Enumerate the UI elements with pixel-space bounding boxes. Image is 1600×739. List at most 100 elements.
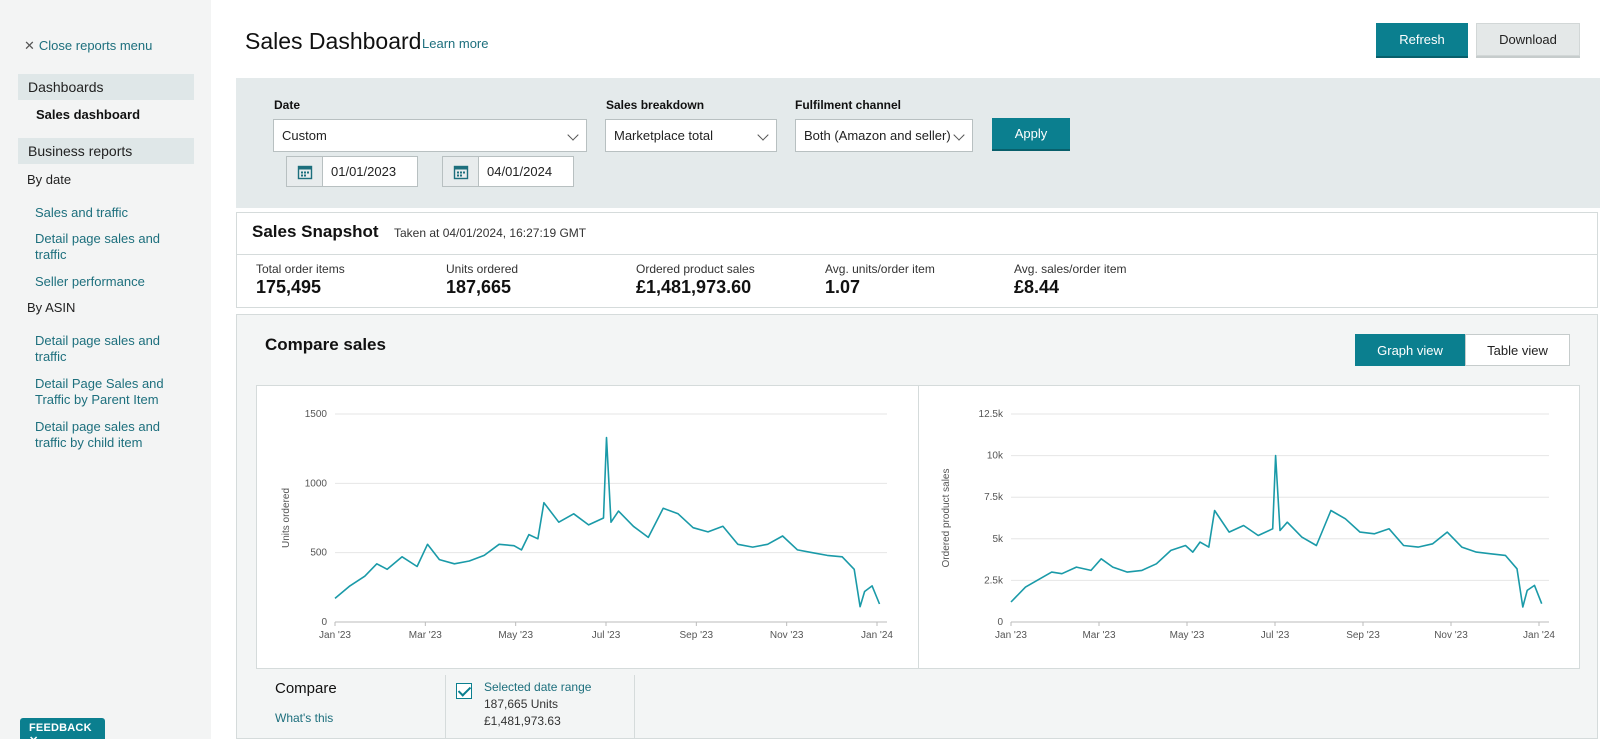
sidebar-group-business-reports: Business reports [18,138,194,164]
chevron-down-icon [757,129,769,141]
graph-view-button[interactable]: Graph view [1355,334,1465,366]
whats-this-link[interactable]: What's this [275,711,334,725]
y-axis-label: Units ordered [281,488,292,548]
metric-value: 1.07 [825,277,861,297]
y-tick-label: 10k [987,451,1004,462]
table-view-button[interactable]: Table view [1465,334,1570,366]
sales-snapshot-panel: Sales Snapshot Taken at 04/01/2024, 16:2… [236,212,1598,308]
fulfilment-channel-label: Fulfilment channel [795,98,902,112]
apply-button[interactable]: Apply [992,118,1070,149]
calendar-icon[interactable] [443,157,479,186]
close-reports-menu-link[interactable]: ✕ Close reports menu [24,38,152,54]
snapshot-timestamp: Taken at 04/01/2024, 16:27:19 GMT [394,226,587,240]
series-line [1010,454,1543,608]
compare-sales-title: Compare sales [265,335,386,354]
sidebar-link-asin-parent-item[interactable]: Detail Page Sales and Traffic by Parent … [35,376,164,407]
selected-date-range-label[interactable]: Selected date range [484,680,592,694]
reports-sidebar: ✕ Close reports menu Dashboards Sales das… [0,0,211,739]
feedback-label: FEEDBACK [29,722,92,734]
selected-date-range-checkbox[interactable] [456,683,472,699]
close-reports-menu-label: Close reports menu [38,38,153,53]
start-date-field[interactable]: 01/01/2023 [286,156,418,187]
metric-total-order-items: Total order items 175,495 [256,262,345,298]
metric-value: £1,481,973.60 [636,277,752,297]
sidebar-group-dashboards: Dashboards [18,74,194,100]
y-tick-label: 2.5k [984,575,1004,586]
metric-ordered-product-sales: Ordered product sales £1,481,973.60 [636,262,755,298]
y-tick-label: 7.5k [984,492,1004,503]
snapshot-title: Sales Snapshot [252,222,379,241]
refresh-button[interactable]: Refresh [1376,23,1468,56]
sales-breakdown-select[interactable]: Marketplace total [605,119,777,152]
metric-label: Total order items [256,262,345,276]
fulfilment-channel-value: Both (Amazon and seller) [804,128,951,143]
sidebar-link-detail-page-sales-traffic[interactable]: Detail page sales and traffic [35,231,161,262]
date-select[interactable]: Custom [273,119,587,152]
x-tick-label: Jul '23 [592,630,621,641]
close-icon: ✕ [24,38,35,53]
x-tick-label: Nov '23 [1434,630,1468,641]
x-tick-label: Jan '23 [319,630,351,641]
sidebar-link-asin-detail-page[interactable]: Detail page sales and traffic [35,333,161,364]
x-tick-label: Jan '23 [995,630,1027,641]
sales-breakdown-label: Sales breakdown [606,98,705,112]
calendar-icon[interactable] [287,157,323,186]
metric-units-ordered: Units ordered 187,665 [446,262,518,298]
sidebar-link-sales-and-traffic[interactable]: Sales and traffic [35,205,128,220]
y-tick-label: 1000 [305,478,328,489]
sidebar-link-seller-performance[interactable]: Seller performance [35,274,145,289]
y-tick-label: 5k [992,534,1004,545]
end-date-field[interactable]: 04/01/2024 [442,156,574,187]
metric-label: Units ordered [446,262,519,276]
download-button[interactable]: Download [1476,23,1580,56]
metric-label: Avg. units/order item [825,262,935,276]
compare-label: Compare [275,680,337,697]
metric-avg-sales-per-order-item: Avg. sales/order item £8.44 [1014,262,1127,298]
sidebar-link-asin-child-item[interactable]: Detail page sales and traffic by child i… [35,419,161,450]
metric-value: £8.44 [1014,277,1060,297]
end-date-value: 04/01/2024 [487,164,553,179]
ordered-product-sales-chart: 0 2.5k 5k 7.5k 10k 12.5k Jan '23 Mar '23 May '23… [941,409,1555,641]
chart-divider [918,386,919,668]
y-tick-label: 500 [310,548,327,559]
charts-container: 0 500 1000 1500 Jan '23 Mar '23 May '23 Jul '23… [256,385,1580,669]
chevron-down-icon [567,129,579,141]
metric-value: 187,665 [446,277,512,297]
x-tick-label: May '23 [1170,630,1205,641]
selected-date-range-box: Selected date range 187,665 Units £1,481… [445,675,635,739]
y-tick-label: 0 [321,617,327,628]
start-date-value: 01/01/2023 [331,164,397,179]
compare-sales-panel: Compare sales Graph view Table view 0 500… [236,314,1598,739]
x-tick-label: Jul '23 [1261,630,1290,641]
x-tick-label: Nov '23 [770,630,804,641]
view-toggle: Graph view Table view [1355,334,1570,366]
x-tick-label: Sep '23 [1346,630,1380,641]
metric-avg-units-per-order-item: Avg. units/order item 1.07 [825,262,935,298]
sidebar-subheading-by-asin: By ASIN [27,300,76,315]
y-tick-label: 0 [997,617,1003,628]
snapshot-header: Sales Snapshot Taken at 04/01/2024, 16:2… [237,213,1597,255]
sidebar-item-sales-dashboard[interactable]: Sales dashboard [36,107,141,122]
x-tick-label: Jan '24 [1523,630,1555,641]
filter-panel: Date Custom 01/01/2023 04/01/2024 Sales … [236,78,1600,208]
metric-value: 175,495 [256,277,322,297]
fulfilment-channel-select[interactable]: Both (Amazon and seller) [795,119,973,152]
page-title: Sales Dashboard [245,28,422,54]
metric-label: Avg. sales/order item [1014,262,1127,276]
selected-range-sales: £1,481,973.63 [484,714,561,728]
units-ordered-chart: 0 500 1000 1500 Jan '23 Mar '23 May '23 Jul '23… [281,409,893,641]
x-tick-label: May '23 [498,630,533,641]
sales-breakdown-value: Marketplace total [614,128,713,143]
y-axis-label: Ordered product sales [941,469,952,568]
x-tick-label: Mar '23 [409,630,442,641]
x-tick-label: Sep '23 [680,630,714,641]
chevron-down-icon [953,129,965,141]
y-tick-label: 12.5k [979,409,1004,420]
x-tick-label: Jan '24 [861,630,893,641]
learn-more-link[interactable]: Learn more [422,36,489,51]
series-line [334,436,881,608]
sidebar-subheading-by-date: By date [27,172,72,187]
feedback-button[interactable]: FEEDBACK ✕ [20,718,105,739]
metric-label: Ordered product sales [636,262,755,276]
